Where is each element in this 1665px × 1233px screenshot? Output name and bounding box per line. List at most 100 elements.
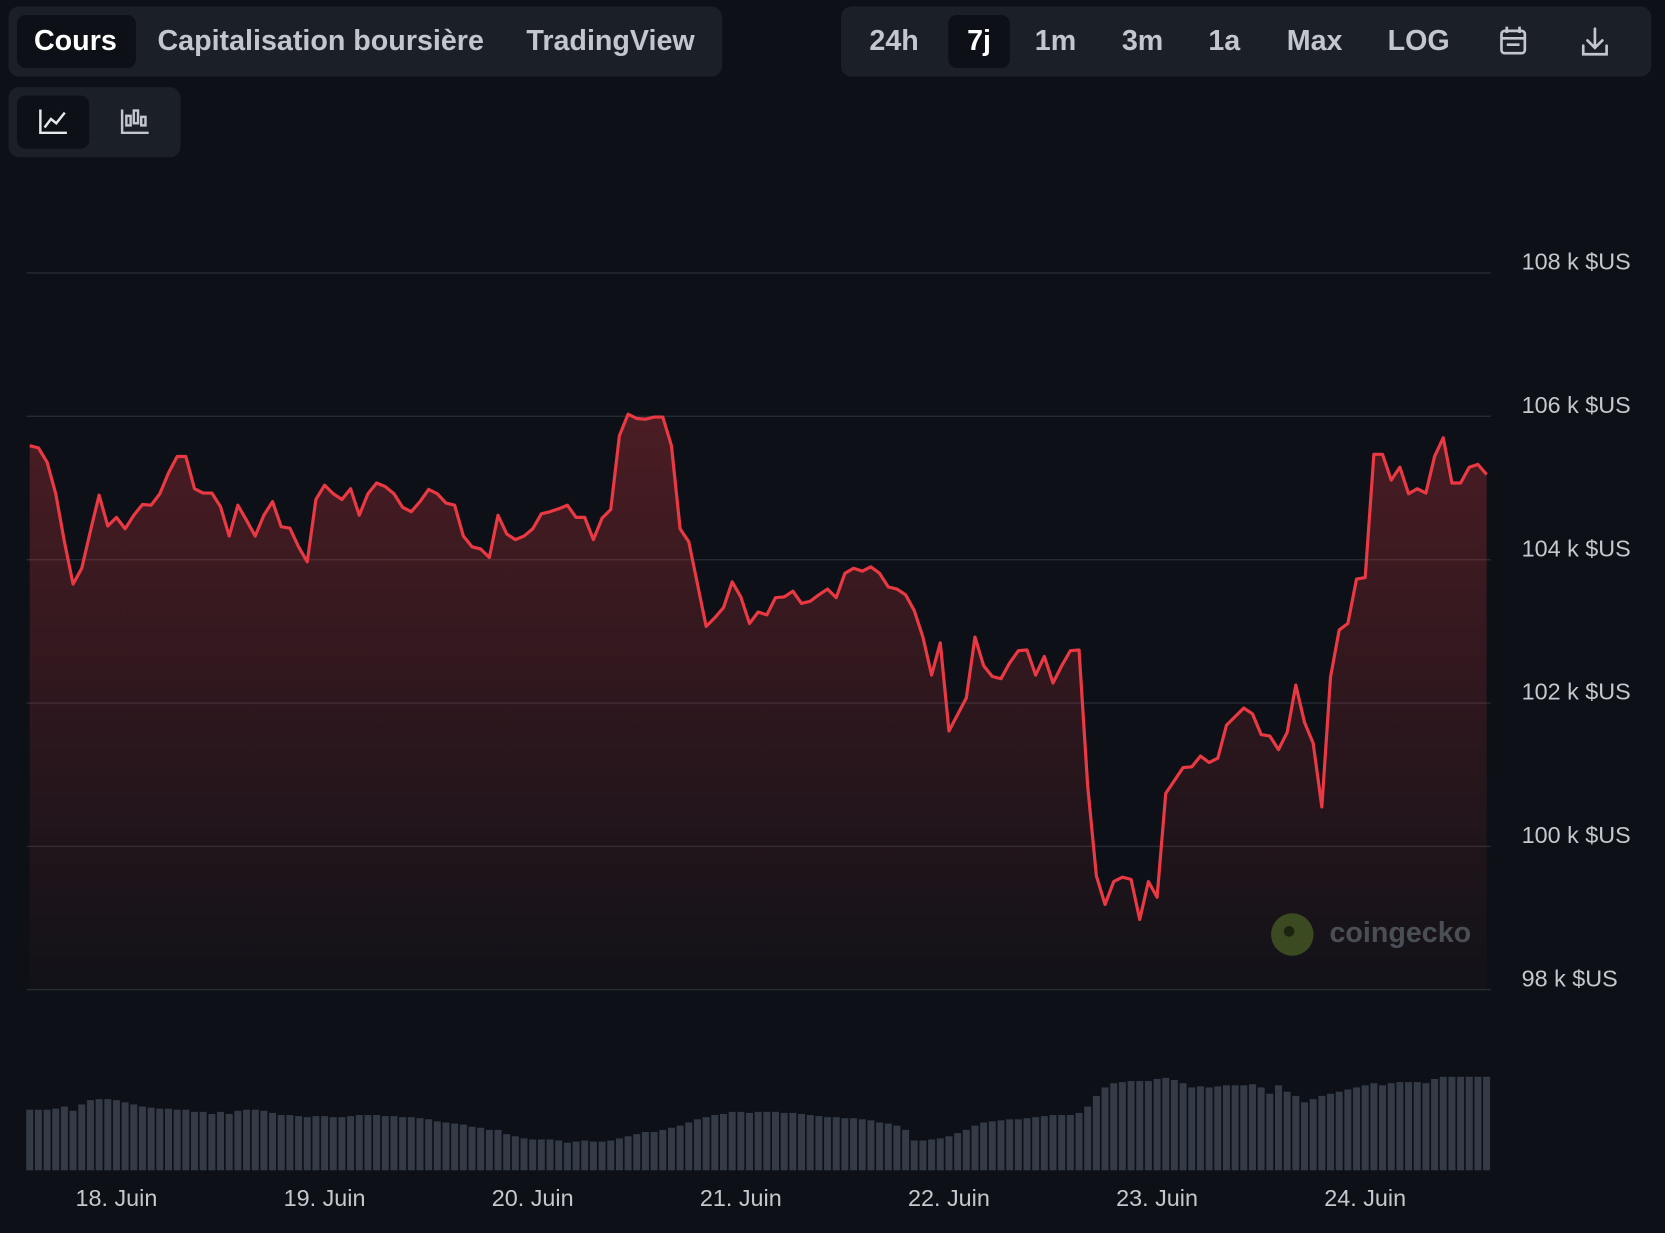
volume-bar <box>676 1125 684 1171</box>
volume-bar <box>78 1104 86 1171</box>
volume-bar <box>468 1126 476 1171</box>
download-icon[interactable] <box>1581 27 1608 56</box>
calendar-icon[interactable] <box>1500 26 1527 55</box>
volume-bar <box>1222 1085 1230 1171</box>
volume-bar <box>1144 1081 1152 1171</box>
volume-bar <box>69 1110 77 1171</box>
volume-bar <box>806 1115 814 1171</box>
x-tick-label: 20. Juin <box>492 1185 574 1211</box>
x-tick-label: 24. Juin <box>1324 1185 1406 1211</box>
volume-bar <box>52 1108 60 1171</box>
volume-bar <box>1066 1115 1074 1171</box>
tab[interactable]: TradingView <box>526 25 695 57</box>
volume-bar <box>555 1140 563 1171</box>
volume-bar <box>1318 1095 1326 1171</box>
volume-bar <box>459 1124 467 1171</box>
tab-selected-bg <box>16 14 136 69</box>
volume-bar <box>286 1115 294 1171</box>
range-button[interactable]: LOG <box>1388 25 1450 57</box>
volume-bar <box>1040 1116 1048 1171</box>
volume-bar <box>893 1125 901 1171</box>
x-tick-label: 22. Juin <box>908 1185 990 1211</box>
volume-bar <box>1283 1091 1291 1171</box>
volume-bar <box>121 1102 129 1171</box>
volume-bar <box>1465 1076 1473 1171</box>
volume-bar <box>104 1099 112 1171</box>
x-tick-label: 21. Juin <box>700 1185 782 1211</box>
volume-bar <box>321 1116 329 1171</box>
volume-bar <box>34 1109 42 1171</box>
tab[interactable]: Cours <box>34 25 117 57</box>
range-button[interactable]: 3m <box>1122 25 1163 57</box>
volume-bar <box>997 1120 1005 1171</box>
y-tick-label: 102 k $US <box>1522 679 1631 705</box>
volume-bar <box>1101 1087 1109 1171</box>
volume-bar <box>850 1118 858 1171</box>
volume-bar <box>962 1129 970 1171</box>
volume-bar <box>1448 1076 1456 1171</box>
volume-bar <box>1110 1083 1118 1171</box>
volume-bar <box>832 1117 840 1171</box>
volume-bar <box>546 1139 554 1171</box>
volume-bar <box>191 1111 198 1171</box>
volume-bar <box>338 1117 346 1171</box>
volume-bar <box>1370 1083 1378 1171</box>
watermark: coingecko <box>1271 913 1471 956</box>
volume-bar <box>1335 1091 1343 1171</box>
volume-bar <box>945 1136 953 1171</box>
volume-bar <box>147 1107 155 1171</box>
volume-bar <box>910 1140 918 1171</box>
volume-bar <box>390 1116 398 1171</box>
range-group: 24h 7j 1m 3m 1a Max LOG <box>840 6 1652 77</box>
range-button[interactable]: 24h <box>869 25 918 57</box>
volume-bar <box>60 1106 68 1171</box>
volume-bar <box>728 1111 736 1171</box>
volume-bar <box>1014 1119 1022 1171</box>
volume-bar <box>243 1109 251 1171</box>
line-chart-icon[interactable] <box>39 109 67 135</box>
volume-bar <box>572 1141 580 1171</box>
volume-bar <box>702 1117 710 1171</box>
volume-bar <box>641 1132 649 1171</box>
range-button[interactable]: 1a <box>1208 25 1241 57</box>
price-line <box>29 412 1488 922</box>
volume-bar <box>798 1113 806 1171</box>
range-button[interactable]: 7j <box>967 25 991 57</box>
volume-bar <box>1032 1117 1040 1171</box>
volume-bar <box>1136 1081 1144 1171</box>
volume-bar <box>633 1134 641 1171</box>
volume-bar <box>1274 1085 1282 1171</box>
volume-bar <box>650 1132 658 1171</box>
volume-bar <box>589 1141 597 1171</box>
x-tick-label: 18. Juin <box>76 1185 158 1211</box>
volume-bar <box>693 1119 701 1171</box>
volume-bar <box>329 1117 337 1171</box>
volume-bar <box>928 1139 936 1171</box>
volume-bar <box>1301 1102 1308 1171</box>
range-bar <box>840 6 1652 77</box>
volume-bar <box>659 1129 667 1171</box>
volume-bar <box>1153 1078 1161 1171</box>
volume-bar <box>217 1111 224 1171</box>
tab[interactable]: Capitalisation boursière <box>157 25 483 57</box>
volume-bar <box>1257 1087 1265 1171</box>
y-tick-label: 104 k $US <box>1522 535 1631 561</box>
volume-bar <box>1023 1118 1031 1171</box>
volume-bar <box>407 1117 415 1171</box>
candle-chart-icon[interactable] <box>120 109 149 135</box>
volume-bar <box>919 1140 927 1171</box>
volume-bar <box>503 1134 511 1171</box>
volume-bar <box>1353 1087 1361 1171</box>
volume-bar <box>1387 1083 1395 1171</box>
volume-bar <box>355 1115 363 1171</box>
volume-bar <box>86 1100 94 1171</box>
range-button[interactable]: Max <box>1287 25 1343 57</box>
range-button[interactable]: 1m <box>1035 25 1076 57</box>
volume-bar <box>780 1112 788 1171</box>
volume-bar <box>1092 1095 1100 1171</box>
volume-bar <box>1439 1076 1447 1171</box>
volume-bar <box>971 1125 979 1171</box>
volume-bar <box>433 1121 441 1171</box>
volume-bar <box>1162 1077 1170 1171</box>
